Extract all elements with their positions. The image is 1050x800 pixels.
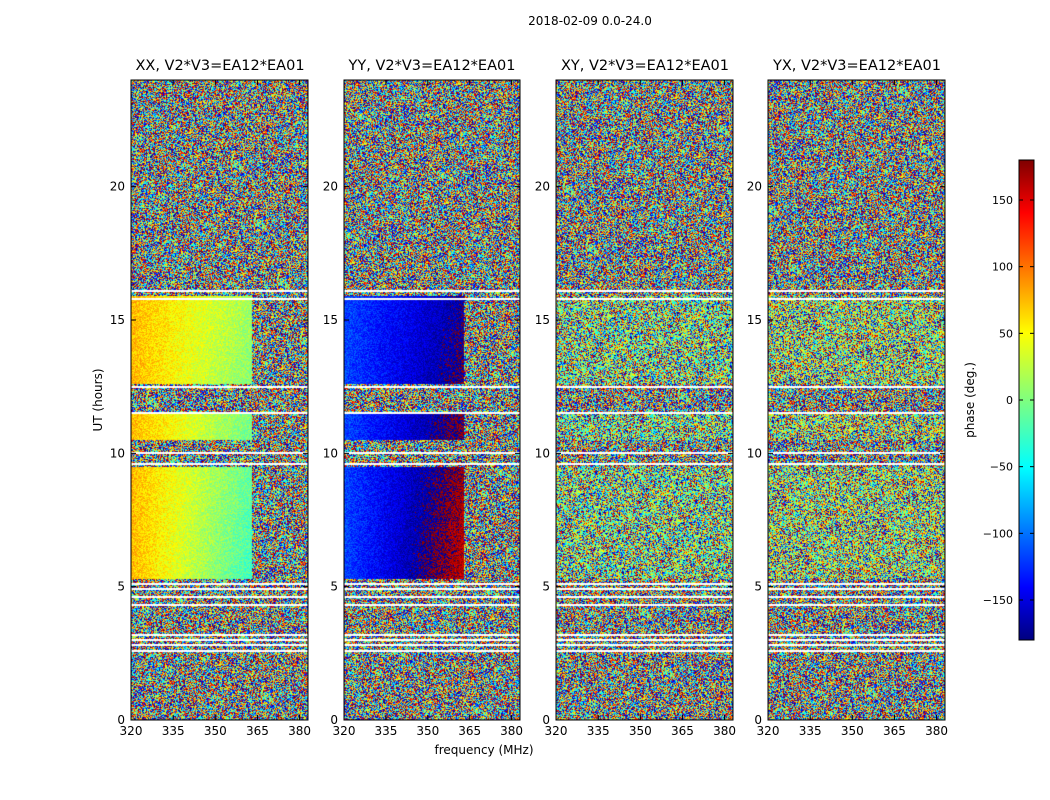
x-tick-label: 350	[416, 724, 439, 738]
heatmap-xx	[131, 80, 308, 720]
x-tick-label: 350	[841, 724, 864, 738]
y-tick-label: 5	[117, 580, 125, 594]
x-tick-label: 320	[333, 724, 356, 738]
panel-frame	[130, 79, 309, 721]
x-tick-label: 335	[587, 724, 610, 738]
x-axis-label: frequency (MHz)	[434, 743, 534, 757]
x-tick-label: 365	[671, 724, 694, 738]
y-tick-label: 10	[110, 446, 125, 460]
x-tick-label: 320	[545, 724, 568, 738]
colorbar-tick-label: 150	[992, 194, 1013, 207]
x-tick-label: 380	[288, 724, 311, 738]
x-tick-label: 335	[374, 724, 397, 738]
x-tick-label: 380	[925, 724, 948, 738]
x-tick-label: 320	[757, 724, 780, 738]
y-tick-label: 10	[323, 446, 338, 460]
y-tick-label: 0	[117, 713, 125, 727]
y-tick-label: 20	[535, 180, 550, 194]
colorbar-tick-label: −150	[983, 594, 1013, 607]
panel-frame	[343, 79, 521, 721]
x-tick-label: 380	[500, 724, 523, 738]
x-tick-label: 350	[204, 724, 227, 738]
x-tick-label: 365	[458, 724, 481, 738]
panel-frame	[555, 79, 734, 721]
panel-title-yx: YX, V2*V3=EA12*EA01	[772, 58, 941, 74]
y-tick-label: 10	[747, 446, 762, 460]
heatmap-yx	[768, 80, 945, 720]
y-tick-label: 15	[110, 313, 125, 327]
colorbar-tick-label: 100	[992, 261, 1013, 274]
y-tick-label: 15	[535, 313, 550, 327]
x-tick-label: 320	[120, 724, 143, 738]
y-tick-label: 0	[542, 713, 550, 727]
y-tick-label: 20	[323, 180, 338, 194]
panel-frame	[767, 79, 946, 721]
colorbar-tick-label: −100	[983, 527, 1013, 540]
x-tick-label: 350	[629, 724, 652, 738]
x-tick-label: 335	[162, 724, 185, 738]
y-tick-label: 15	[747, 313, 762, 327]
y-tick-label: 15	[323, 313, 338, 327]
x-tick-label: 365	[883, 724, 906, 738]
x-tick-label: 335	[799, 724, 822, 738]
colorbar-tick-label: −50	[990, 461, 1013, 474]
y-tick-label: 0	[330, 713, 338, 727]
heatmap-yy	[344, 80, 520, 720]
y-tick-label: 5	[542, 580, 550, 594]
colorbar-tick-label: 0	[1006, 394, 1013, 407]
panel-title-xy: XY, V2*V3=EA12*EA01	[560, 58, 729, 74]
y-tick-label: 10	[535, 446, 550, 460]
y-tick-label: 5	[330, 580, 338, 594]
x-tick-label: 380	[713, 724, 736, 738]
y-tick-label: 20	[110, 180, 125, 194]
figure-title: 2018-02-09 0.0-24.0	[528, 14, 652, 28]
y-tick-label: 20	[747, 180, 762, 194]
x-tick-label: 365	[246, 724, 269, 738]
y-tick-label: 0	[754, 713, 762, 727]
y-tick-label: 5	[754, 580, 762, 594]
heatmap-xy	[556, 80, 733, 720]
panel-title-yy: YY, V2*V3=EA12*EA01	[348, 58, 516, 74]
colorbar-tick-label: 50	[999, 327, 1013, 340]
panel-title-xx: XX, V2*V3=EA12*EA01	[135, 58, 305, 74]
